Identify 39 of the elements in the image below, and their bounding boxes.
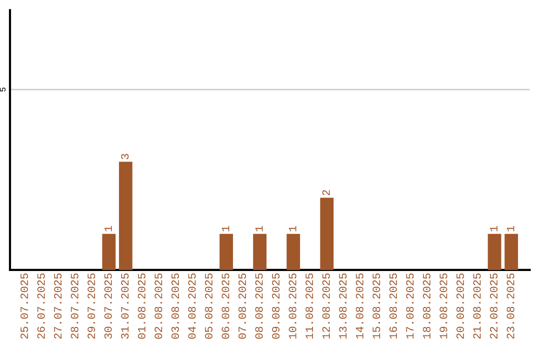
x-tick-label: 28.07.2025 (70, 273, 78, 339)
x-tick-label: 23.08.2025 (506, 273, 514, 339)
x-tick-label: 06.08.2025 (222, 273, 230, 339)
x-tick-label: 15.08.2025 (372, 273, 380, 339)
data-label: 2 (322, 190, 330, 196)
data-label: 1 (255, 226, 263, 232)
x-tick-label: 20.08.2025 (456, 273, 464, 339)
x-tick-label: 09.08.2025 (272, 273, 280, 339)
data-label: 3 (121, 154, 129, 160)
x-tick-label: 02.08.2025 (154, 273, 162, 339)
x-tick-label: 18.08.2025 (422, 273, 430, 339)
x-tick-label: 13.08.2025 (339, 273, 347, 339)
x-tick-label: 17.08.2025 (406, 273, 414, 339)
x-tick-label: 05.08.2025 (204, 273, 212, 339)
x-tick-label: 27.07.2025 (54, 273, 62, 339)
x-tick-label: 22.08.2025 (490, 273, 498, 339)
x-tick-label: 11.08.2025 (306, 273, 314, 339)
x-tick-label: 26.07.2025 (37, 273, 45, 339)
x-tick-label: 25.07.2025 (20, 273, 28, 339)
x-tick-label: 19.08.2025 (440, 273, 448, 339)
x-tick-label: 29.07.2025 (88, 273, 96, 339)
data-label: 1 (506, 226, 514, 232)
x-tick-label: 01.08.2025 (138, 273, 146, 339)
x-tick-label: 21.08.2025 (473, 273, 481, 339)
x-tick-label: 14.08.2025 (356, 273, 364, 339)
x-tick-label: 30.07.2025 (104, 273, 112, 339)
x-tick-label: 04.08.2025 (188, 273, 196, 339)
x-tick-label: 12.08.2025 (322, 273, 330, 339)
x-tick-label: 31.07.2025 (121, 273, 129, 339)
x-tick-label: 03.08.2025 (171, 273, 179, 339)
x-tick-label: 16.08.2025 (389, 273, 397, 339)
x-tick-label: 07.08.2025 (238, 273, 246, 339)
data-label: 1 (490, 226, 498, 232)
data-label: 1 (104, 226, 112, 232)
data-label: 1 (288, 226, 296, 232)
data-label: 1 (222, 226, 230, 232)
y-tick-label: 5 (0, 88, 6, 92)
x-tick-label: 08.08.2025 (255, 273, 263, 339)
x-tick-label: 10.08.2025 (288, 273, 296, 339)
